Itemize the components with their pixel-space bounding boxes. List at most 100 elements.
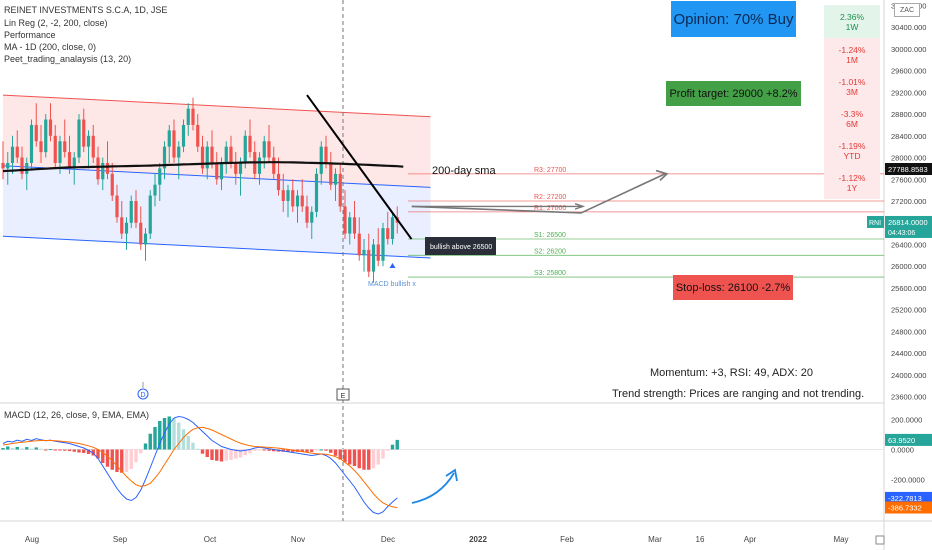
candle-body [219,162,224,180]
macd-histogram-bar [386,449,390,451]
event-e-marker [336,388,350,401]
candle-body [333,173,338,185]
indicator-legend-peet[interactable]: Peet_trading_analaysis (13, 20) [4,54,132,64]
perf-value: -1.12% [838,172,866,183]
candle-body [148,195,152,234]
time-tick-5: 2022 [469,535,487,544]
time-tick-8: 16 [696,535,705,544]
macd-histogram-bar [310,449,314,452]
macd-histogram-bar [143,443,148,450]
perf-value: -3.3% [840,108,864,119]
candle-body [243,135,247,163]
time-tick-3: Nov [291,535,305,544]
sma-price-label: 27788.8583 [888,165,928,174]
candle-body [371,244,376,272]
candle-body [386,228,390,240]
macd-histogram-bar [343,449,347,463]
macd-histogram-bar [20,448,24,450]
macd-histogram-bar [395,439,399,450]
candle-body [295,195,300,207]
projection-arrow [411,173,666,214]
macd-histogram-bar [286,449,290,452]
macd-histogram-bar [257,449,262,451]
candle-body [329,162,333,185]
macd-histogram-bar [196,448,200,450]
candle-body [6,162,10,169]
macd-histogram-bar [215,449,219,461]
candle-body [67,152,72,169]
candle-body [82,119,86,147]
candle-body [177,146,181,158]
macd-histogram-bar [167,416,171,450]
perf-period: 1Y [846,182,858,193]
candle-body [162,146,167,169]
candle-body [44,119,48,153]
time-tick-0: Aug [25,535,39,544]
indicator-legend-performance[interactable]: Performance [4,30,56,40]
candle-body [124,222,129,234]
candle-body [338,173,342,207]
macd-histogram-bar [234,449,238,459]
perf-value: -1.01% [838,76,866,87]
macd-title: MACD (12, 26, close, 9, EMA, EMA) [4,410,149,420]
bullish-label: bullish above 26500 [430,244,492,251]
candle-body [34,124,38,142]
price-tick-28400: 28400.000 [891,132,926,141]
price-tick-25200: 25200.000 [891,306,926,315]
candle-body [276,173,281,191]
candle-body [234,162,238,174]
candle-body [10,146,15,163]
candle-body [196,124,200,147]
macd-histogram-bar [200,449,205,454]
candle-body [286,190,290,201]
candle-body [272,157,276,174]
price-tick-29600: 29600.000 [891,67,926,76]
macd-histogram-bar [305,449,309,452]
signal-line [2,426,398,509]
macd-histogram-bar [267,449,271,451]
candle-body [143,233,148,245]
event-d-label: D [140,392,145,399]
candle-body [20,157,24,174]
macd-value-label-0: 63.9520 [888,436,915,445]
time-tick-1: Sep [113,535,128,544]
macd-tick-2: -200.0000 [891,476,925,485]
sma-label: 200-day sma [432,165,496,177]
indicator-legend-linreg[interactable]: Lin Reg (2, -2, 200, close) [4,18,108,28]
perf-period: 3M [846,86,858,97]
candle-body [248,135,252,153]
macd-histogram-bar [44,449,48,451]
time-tick-2: Oct [204,535,217,544]
macd-histogram-bar [67,449,72,451]
macd-value-label-1: -322.7813 [888,494,922,503]
macd-histogram-bar [63,449,67,451]
macd-histogram-bar [6,446,10,450]
macd-histogram-bar [338,449,342,460]
event-e-label: E [341,393,346,400]
macd-value-label-bg [885,501,932,514]
ticker-badge-bg [867,215,884,228]
level-label-0: R3: 27700 [534,167,566,174]
macd-histogram-bar [224,449,228,461]
candle-body [305,206,309,223]
candle-body [91,135,95,158]
macd-histogram-bar [105,449,110,467]
macd-histogram-bar [86,449,91,454]
time-tick-6: Feb [560,535,574,544]
macd-histogram-bar [357,449,361,469]
price-tick-25600: 25600.000 [891,284,926,293]
candle-body [115,195,119,218]
price-tick-26400: 26400.000 [891,240,926,249]
macd-histogram-bar [115,449,119,472]
candle-body [167,130,171,147]
macd-histogram-bar [124,449,129,472]
macd-tick-1: 0.0000 [891,446,914,455]
macd-up-arrow [411,472,455,504]
indicator-legend-ma[interactable]: MA - 1D (200, close, 0) [4,42,97,52]
macd-histogram-bar [101,449,105,463]
macd-histogram-bar [10,448,15,450]
candle-body [39,141,43,153]
macd-histogram-bar [376,449,380,465]
momentum-note: Momentum: +3, RSI: 49, ADX: 20 [650,367,813,379]
